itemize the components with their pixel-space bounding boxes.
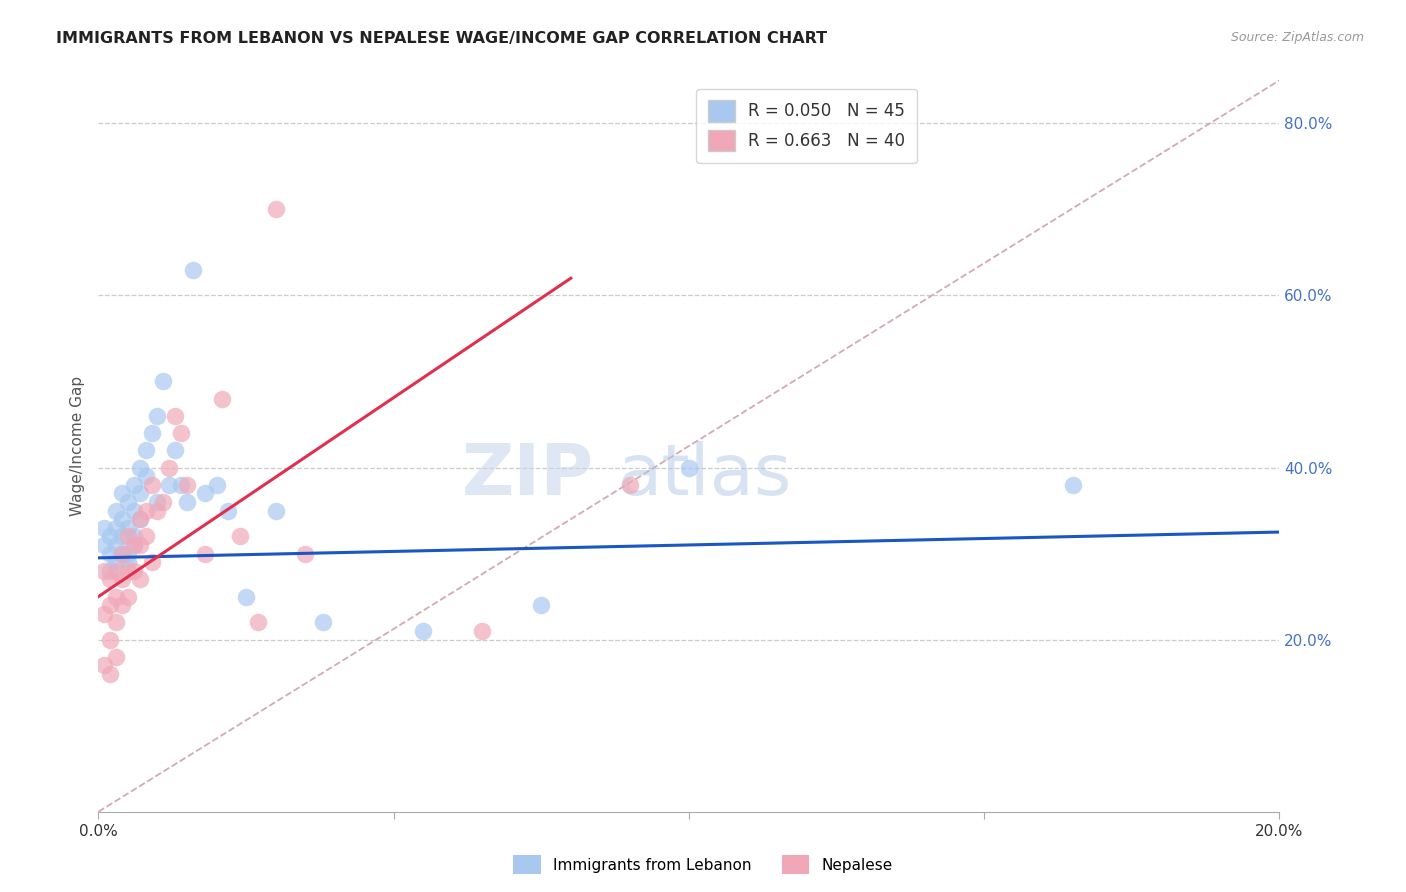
Point [157,460,180,475]
Point [152,375,174,389]
Point [122,529,145,543]
Point [146,495,169,509]
Point [152,495,174,509]
Point [93,607,115,621]
Point [176,495,198,509]
Point [141,426,163,441]
Point [111,512,134,526]
Point [235,590,257,604]
Point [105,555,128,569]
Point [128,538,150,552]
Point [157,477,180,491]
Point [217,503,239,517]
Point [98,564,121,578]
Point [122,477,145,491]
Point [122,538,145,552]
Point [170,477,193,491]
Point [678,460,700,475]
Point [117,590,139,604]
Point [122,538,145,552]
Point [98,632,121,647]
Point [93,564,115,578]
Point [122,564,145,578]
Point [117,529,139,543]
Point [170,426,193,441]
Point [181,262,204,277]
Point [111,547,134,561]
Point [471,624,494,638]
Point [105,615,128,630]
Point [128,460,150,475]
Point [117,555,139,569]
Point [105,521,128,535]
Point [128,573,150,587]
Point [246,615,269,630]
Point [98,667,121,681]
Point [135,469,157,483]
Point [93,538,115,552]
Point [111,486,134,500]
Point [122,503,145,517]
Point [111,598,134,612]
Point [619,477,641,491]
Point [105,538,128,552]
Point [205,477,228,491]
Text: IMMIGRANTS FROM LEBANON VS NEPALESE WAGE/INCOME GAP CORRELATION CHART: IMMIGRANTS FROM LEBANON VS NEPALESE WAGE… [56,31,827,46]
Point [105,564,128,578]
Point [117,521,139,535]
Point [141,477,163,491]
Point [98,598,121,612]
Point [111,547,134,561]
Point [98,573,121,587]
Point [412,624,434,638]
Point [117,495,139,509]
Point [128,512,150,526]
Point [530,598,553,612]
Point [312,615,335,630]
Point [229,529,252,543]
Point [117,564,139,578]
Point [135,503,157,517]
Point [117,547,139,561]
Point [111,529,134,543]
Point [135,529,157,543]
Point [211,392,233,406]
Point [165,443,187,458]
Point [264,202,287,217]
Point [128,512,150,526]
Point [294,547,316,561]
Point [135,443,157,458]
Point [194,486,217,500]
Point [176,477,198,491]
Text: Source: ZipAtlas.com: Source: ZipAtlas.com [1230,31,1364,45]
Point [93,658,115,673]
Y-axis label: Wage/Income Gap: Wage/Income Gap [70,376,86,516]
Point [146,503,169,517]
Point [264,503,287,517]
Point [146,409,169,423]
Point [105,503,128,517]
Point [111,573,134,587]
Point [93,521,115,535]
Legend: Immigrants from Lebanon, Nepalese: Immigrants from Lebanon, Nepalese [508,849,898,880]
Text: ZIP: ZIP [463,441,595,509]
Point [194,547,217,561]
Legend: R = 0.050   N = 45, R = 0.663   N = 40: R = 0.050 N = 45, R = 0.663 N = 40 [696,88,917,163]
Point [128,486,150,500]
Point [105,649,128,664]
Point [165,409,187,423]
Point [141,555,163,569]
Point [1062,477,1084,491]
Text: atlas: atlas [619,441,793,509]
Point [98,529,121,543]
Point [105,590,128,604]
Point [98,547,121,561]
